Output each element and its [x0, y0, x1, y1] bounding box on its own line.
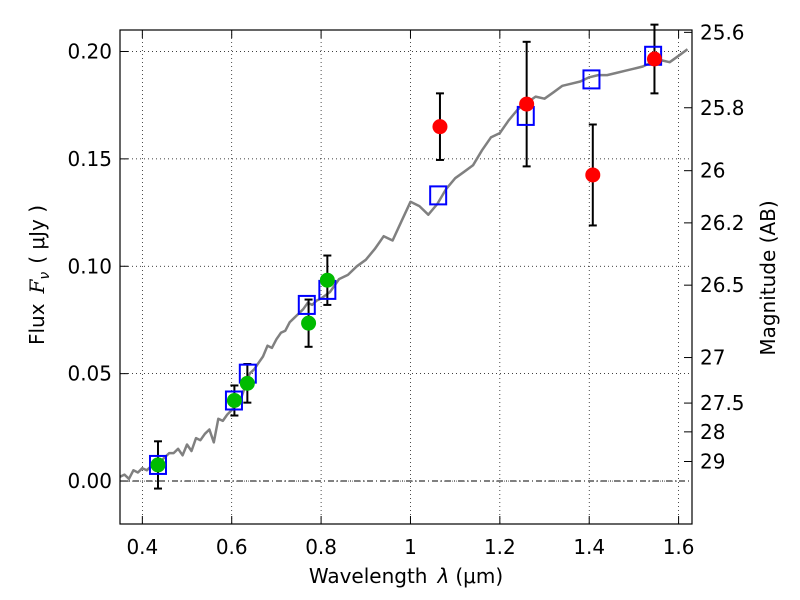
- data-point-circle: [585, 167, 601, 183]
- x-tick-label: 1.2: [484, 535, 516, 559]
- y-tick-label: 0.20: [67, 39, 112, 63]
- y-tick-label: 0.15: [67, 147, 112, 171]
- data-point-circle: [319, 272, 335, 288]
- data-point-circle: [301, 315, 317, 331]
- model-point-square: [429, 185, 448, 206]
- grid: [120, 30, 692, 524]
- x-tick-label: 1.6: [663, 535, 695, 559]
- data-point-circle: [519, 96, 535, 112]
- x-tick-label: 1: [404, 535, 417, 559]
- y2-tick-label: 26: [700, 159, 725, 183]
- y-axis-title-symbol: F: [25, 278, 49, 294]
- y-tick-label: 0.00: [67, 469, 112, 493]
- y2-tick-label: 28: [700, 420, 725, 444]
- x-tick-label: 0.4: [126, 535, 158, 559]
- plot-frame: [119, 29, 693, 525]
- data-point-circle: [432, 119, 448, 135]
- y2-tick-label: 26.2: [700, 211, 745, 235]
- y-tick-label: 0.05: [67, 362, 112, 386]
- y-tick-label: 0.10: [67, 254, 112, 278]
- y2-tick-label: 26.5: [700, 273, 745, 297]
- data-point-circle: [150, 457, 166, 473]
- y2-axis-title: Magnitude (AB): [756, 200, 780, 355]
- y2-tick-label: 27.5: [700, 391, 745, 415]
- y2-tick-label: 27: [700, 346, 725, 370]
- x-tick-label: 1.4: [573, 535, 605, 559]
- data-point-circle: [646, 51, 662, 67]
- model-point-square: [582, 69, 601, 90]
- y2-tick-label: 29: [700, 449, 725, 473]
- x-tick-label: 0.6: [216, 535, 248, 559]
- y-axis-title-prefix: Flux: [25, 303, 49, 345]
- y-axis-title-subscript: ν: [37, 272, 53, 280]
- model-point-square: [148, 454, 167, 475]
- model-point-square: [297, 294, 316, 315]
- y2-tick-label: 25.6: [700, 20, 745, 44]
- axis-ticks: [120, 30, 692, 524]
- tick-labels: 0.4 0.6 0.8 1 1.2 1.4 1.6 0.00 0.05 0.10 0.15 0.20 2…: [67, 20, 744, 559]
- y-axis-title: Flux Fν ( μJy ): [25, 205, 53, 345]
- data-markers: [148, 45, 663, 475]
- x-axis-title: Wavelength λ (μm): [309, 564, 503, 588]
- x-axis-title-symbol: λ: [437, 564, 450, 588]
- data-point-circle: [239, 375, 255, 391]
- x-axis-title-units: (μm): [455, 564, 503, 588]
- y-axis-title-units: ( μJy ): [25, 205, 49, 264]
- x-tick-label: 0.8: [305, 535, 337, 559]
- y2-tick-label: 25.8: [700, 96, 745, 120]
- data-point-circle: [226, 393, 242, 408]
- x-axis-title-prefix: Wavelength: [309, 564, 428, 588]
- model-point-square: [224, 390, 243, 411]
- template-sed-line: [119, 48, 689, 481]
